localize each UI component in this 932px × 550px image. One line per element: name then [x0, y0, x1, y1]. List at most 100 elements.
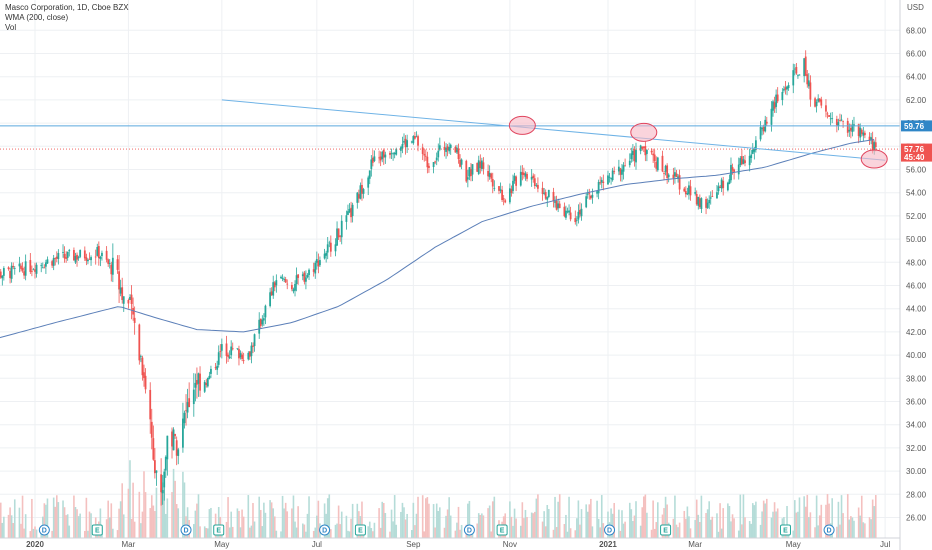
dividend-marker[interactable]: D: [180, 524, 192, 536]
symbol-legend[interactable]: Masco Corporation, 1D, Cboe BZX: [5, 3, 129, 12]
earnings-marker[interactable]: E: [213, 524, 225, 536]
volume-bar: [414, 525, 416, 538]
volume-bar: [476, 523, 478, 538]
volume-bar: [284, 502, 287, 538]
volume-bar: [412, 502, 415, 538]
earnings-marker[interactable]: E: [354, 524, 366, 536]
candle-body: [675, 173, 678, 177]
candle-body: [328, 242, 331, 244]
y-tick-label: 56.00: [906, 166, 927, 175]
volume-bar: [853, 520, 855, 538]
candle-body: [839, 120, 841, 121]
candle-body: [498, 186, 500, 191]
volume-bar: [657, 502, 659, 538]
candle-body: [622, 165, 625, 172]
candle-body: [423, 154, 426, 156]
candle-body: [132, 308, 134, 315]
candle-body: [565, 210, 567, 218]
volume-bar: [241, 509, 243, 538]
volume-bar: [29, 531, 32, 538]
volume-bar: [196, 503, 198, 538]
volume-bar: [121, 483, 123, 538]
candle-body: [628, 160, 631, 166]
candle-body: [284, 279, 287, 283]
candle-body: [661, 155, 664, 172]
candle-body: [259, 318, 262, 326]
volume-bar: [530, 512, 533, 538]
candle-body: [392, 153, 395, 155]
volume-bar: [65, 515, 67, 538]
dividend-marker[interactable]: D: [604, 524, 616, 536]
candle-body: [630, 153, 633, 160]
volume-bar: [794, 500, 796, 538]
volume-bar: [544, 526, 547, 538]
earnings-marker[interactable]: E: [779, 524, 791, 536]
volume-bar: [132, 482, 134, 538]
volume-bar: [750, 523, 753, 538]
volume-bar: [286, 511, 289, 538]
volume-bar: [305, 531, 307, 538]
x-tick-label: Mar: [688, 540, 702, 549]
volume-bar: [7, 514, 10, 538]
y-tick-label: 66.00: [906, 50, 927, 59]
candle-body: [547, 189, 550, 198]
dividend-marker[interactable]: D: [319, 524, 331, 536]
candle-body: [849, 128, 852, 131]
candle-body: [415, 136, 418, 138]
candle-body: [155, 470, 158, 473]
dividend-marker[interactable]: D: [38, 524, 50, 536]
candle-body: [860, 129, 863, 134]
wma-legend[interactable]: WMA (200, close): [5, 13, 69, 22]
volume-bar: [210, 507, 212, 538]
candle-body: [698, 198, 701, 208]
candle-body: [228, 356, 231, 359]
volume-bar: [846, 494, 849, 538]
volume-bar: [129, 460, 131, 538]
earnings-marker[interactable]: E: [91, 524, 103, 536]
volume-bar: [84, 530, 86, 538]
candle-body: [160, 474, 163, 493]
volume-bar: [31, 498, 33, 538]
volume-bar: [708, 501, 710, 538]
volume-bar: [683, 510, 686, 538]
volume-bar: [238, 510, 240, 538]
earnings-marker[interactable]: E: [660, 524, 672, 536]
volume-bar: [716, 513, 718, 538]
volume-bar: [13, 499, 16, 538]
volume-bar: [379, 527, 382, 538]
volume-bar: [624, 521, 626, 538]
candle-body: [432, 162, 435, 168]
candle-body: [182, 418, 184, 448]
volume-bar: [133, 521, 136, 538]
volume-bar: [164, 513, 167, 538]
vol-legend[interactable]: Vol: [5, 23, 17, 32]
candle-body: [543, 192, 546, 194]
volume-bar: [291, 508, 293, 538]
volume-bar: [868, 517, 871, 538]
dividend-marker[interactable]: D: [463, 524, 475, 536]
volume-bar: [337, 505, 340, 538]
candle-body: [868, 136, 871, 141]
volume-bar: [653, 528, 656, 538]
volume-bar: [351, 503, 354, 538]
volume-bar: [122, 514, 125, 538]
volume-bar: [874, 495, 877, 538]
time-axis[interactable]: 2020 Mar May Jul Sep Nov 2021 Mar May Jul: [0, 537, 900, 549]
candle-body: [798, 74, 801, 76]
dividend-marker[interactable]: D: [823, 524, 835, 536]
candle-body: [51, 261, 54, 266]
volume-bar: [336, 523, 338, 538]
volume-bar: [664, 496, 667, 538]
candle-body: [731, 167, 734, 171]
y-tick-label: 40.00: [906, 351, 927, 360]
candle-body: [871, 138, 874, 152]
volume-bar: [685, 518, 687, 538]
earnings-marker[interactable]: E: [496, 524, 508, 536]
volume-bar: [87, 530, 89, 538]
price-axis[interactable]: 26.00 28.00 30.00 32.00 34.00 36.00 38.00 40.00…: [899, 0, 932, 550]
candle-body: [192, 389, 195, 405]
candle-body: [203, 381, 206, 392]
volume-bar: [477, 513, 480, 538]
candle-body: [54, 258, 57, 260]
